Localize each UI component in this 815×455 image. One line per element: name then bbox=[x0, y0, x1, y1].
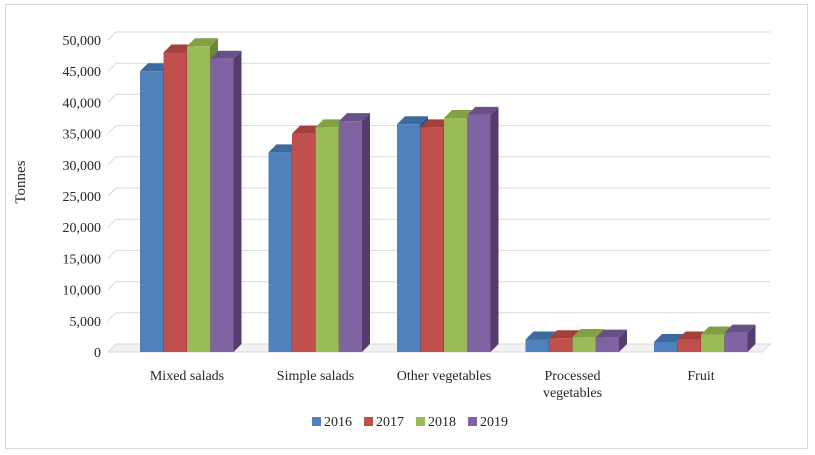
gridline-diagonal bbox=[107, 312, 117, 322]
gridline-diagonal bbox=[107, 62, 117, 72]
gridline-diagonal bbox=[107, 31, 117, 41]
legend-label: 2018 bbox=[428, 415, 456, 430]
legend-item-2017: 2017 bbox=[364, 415, 404, 430]
bar-2019-4 bbox=[724, 324, 756, 352]
y-axis-label: Tonnes bbox=[13, 160, 29, 203]
y-tick-label: 25,000 bbox=[63, 190, 102, 205]
legend: 2016 2017 2018 2019 bbox=[312, 415, 508, 430]
legend-item-2016: 2016 bbox=[312, 415, 352, 430]
gridline-diagonal bbox=[107, 187, 117, 197]
bar-2019-2 bbox=[467, 106, 499, 352]
x-tick-label: Mixed salads bbox=[150, 369, 224, 384]
x-tick-label: Processed vegetables bbox=[543, 369, 602, 401]
legend-swatch bbox=[468, 417, 477, 426]
y-axis-ticks: 0 5,000 10,000 15,000 20,000 25,000 30,000 35,0… bbox=[63, 34, 102, 361]
legend-label: 2017 bbox=[376, 415, 404, 430]
y-tick-label: 20,000 bbox=[63, 221, 102, 236]
bar-2019-3 bbox=[596, 329, 627, 352]
x-tick-label: Simple salads bbox=[277, 369, 354, 384]
y-tick-label: 30,000 bbox=[63, 159, 102, 174]
bar-2019-1 bbox=[339, 113, 370, 353]
legend-item-2018: 2018 bbox=[416, 415, 456, 430]
gridline-diagonal bbox=[107, 125, 117, 134]
gridline-diagonal bbox=[107, 281, 117, 290]
legend-swatch bbox=[312, 417, 321, 426]
y-tick-label: 50,000 bbox=[63, 34, 102, 49]
gridline-diagonal bbox=[107, 94, 117, 103]
legend-item-2019: 2019 bbox=[468, 415, 508, 430]
y-tick-label: 0 bbox=[94, 346, 101, 361]
y-tick-label: 15,000 bbox=[63, 252, 102, 267]
bar-2019-0 bbox=[210, 50, 242, 352]
gridline-diagonal bbox=[107, 250, 117, 259]
legend-swatch bbox=[416, 417, 425, 426]
legend-label: 2019 bbox=[480, 415, 508, 430]
gridline-diagonal bbox=[107, 218, 117, 228]
y-tick-label: 45,000 bbox=[63, 65, 102, 80]
bars bbox=[140, 38, 756, 353]
y-tick-label: 10,000 bbox=[63, 284, 102, 299]
x-axis-labels: Mixed salads Simple salads Other vegetable… bbox=[150, 369, 715, 401]
legend-label: 2016 bbox=[324, 415, 352, 430]
x-tick-label: Fruit bbox=[687, 369, 714, 384]
y-tick-label: 40,000 bbox=[63, 96, 102, 111]
x-tick-label: Other vegetables bbox=[397, 369, 491, 384]
y-tick-label: 5,000 bbox=[70, 315, 102, 330]
gridline-diagonal bbox=[107, 156, 117, 166]
legend-swatch bbox=[364, 417, 373, 426]
y-tick-label: 35,000 bbox=[63, 128, 102, 143]
